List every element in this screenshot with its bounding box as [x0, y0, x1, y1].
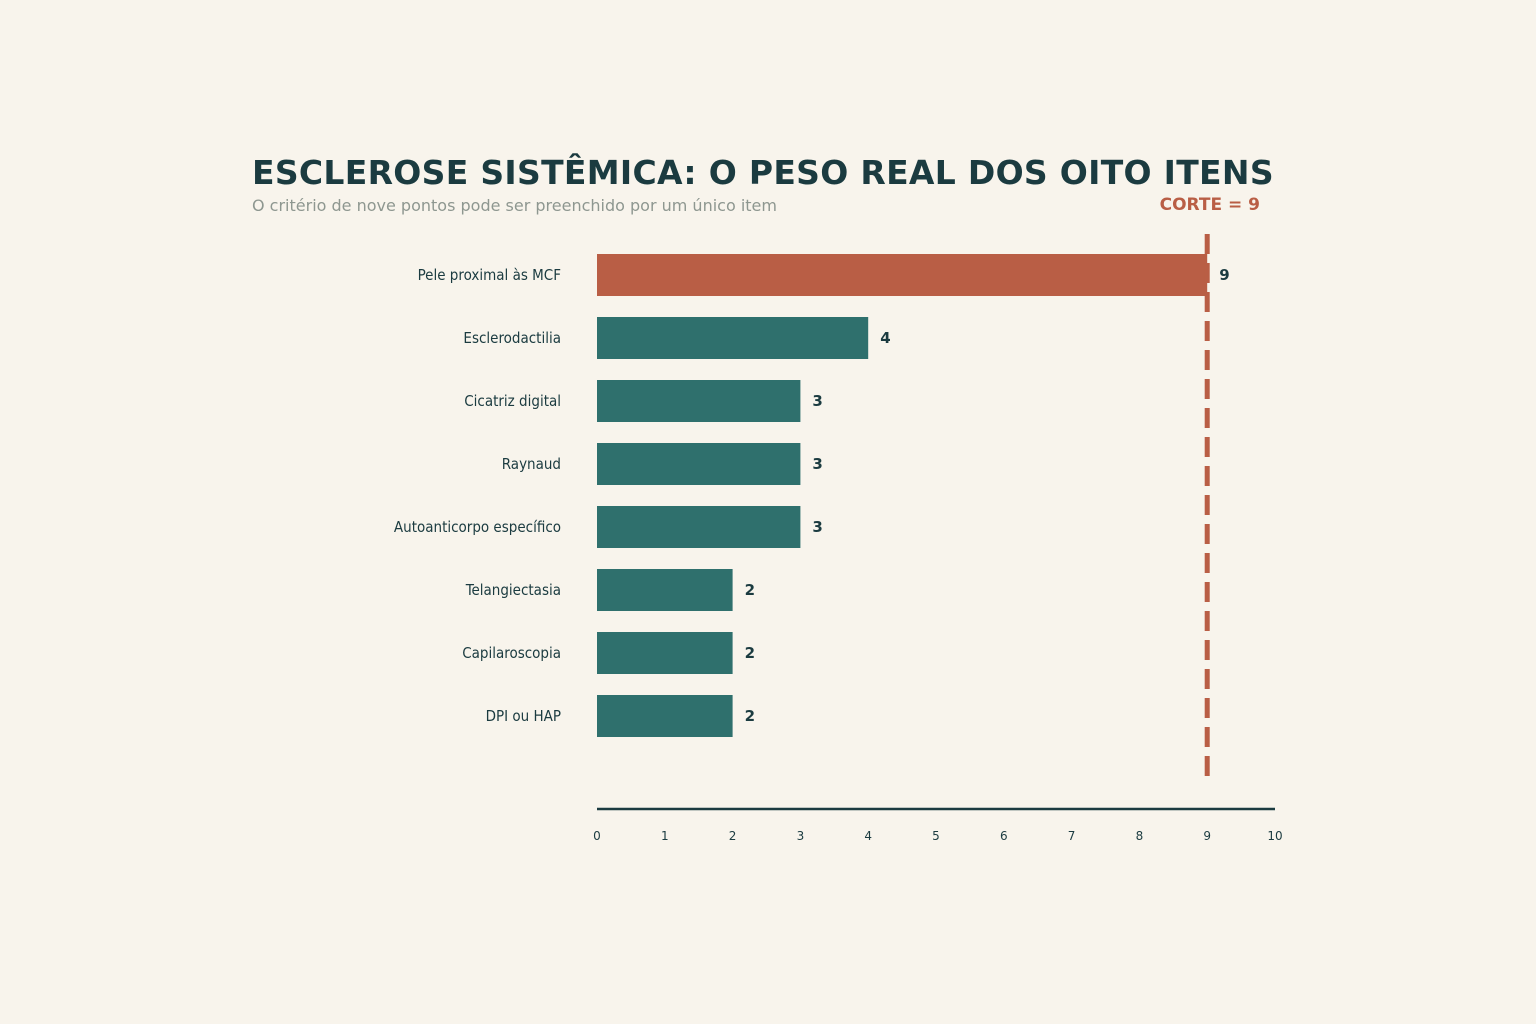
data-label: 2	[745, 707, 755, 725]
chart-title: ESCLEROSE SISTÊMICA: O PESO REAL DOS OIT…	[252, 153, 1274, 192]
data-label: 4	[880, 329, 890, 347]
chart-subtitle: O critério de nove pontos pode ser preen…	[252, 196, 777, 215]
x-tick-label: 8	[1136, 829, 1144, 843]
bar	[597, 380, 801, 422]
category-label: Capilaroscopia	[462, 644, 561, 662]
bar	[597, 632, 733, 674]
data-label: 3	[812, 518, 822, 536]
category-label: Cicatriz digital	[464, 392, 561, 410]
data-label: 9	[1219, 266, 1229, 284]
category-label: Autoanticorpo específico	[394, 518, 561, 536]
bar	[597, 443, 801, 485]
x-tick-label: 2	[729, 829, 737, 843]
x-tick-label: 3	[797, 829, 805, 843]
category-label: Pele proximal às MCF	[418, 266, 561, 284]
category-label: DPI ou HAP	[486, 707, 561, 725]
cutoff-label: CORTE = 9	[1160, 195, 1260, 215]
bar	[597, 695, 733, 737]
category-label: Telangiectasia	[465, 581, 561, 599]
data-label: 3	[812, 455, 822, 473]
x-tick-label: 4	[864, 829, 872, 843]
x-tick-label: 7	[1068, 829, 1076, 843]
data-label: 2	[745, 581, 755, 599]
category-label: Esclerodactilia	[463, 329, 561, 347]
x-tick-label: 1	[661, 829, 669, 843]
data-label: 3	[812, 392, 822, 410]
category-label: Raynaud	[502, 455, 561, 473]
x-tick-label: 5	[932, 829, 940, 843]
x-tick-label: 9	[1203, 829, 1211, 843]
x-tick-label: 0	[593, 829, 601, 843]
data-label: 2	[745, 644, 755, 662]
x-tick-label: 10	[1267, 829, 1282, 843]
bar	[597, 317, 869, 359]
bar	[597, 506, 801, 548]
x-tick-label: 6	[1000, 829, 1008, 843]
bar	[597, 569, 733, 611]
bar	[597, 254, 1208, 296]
